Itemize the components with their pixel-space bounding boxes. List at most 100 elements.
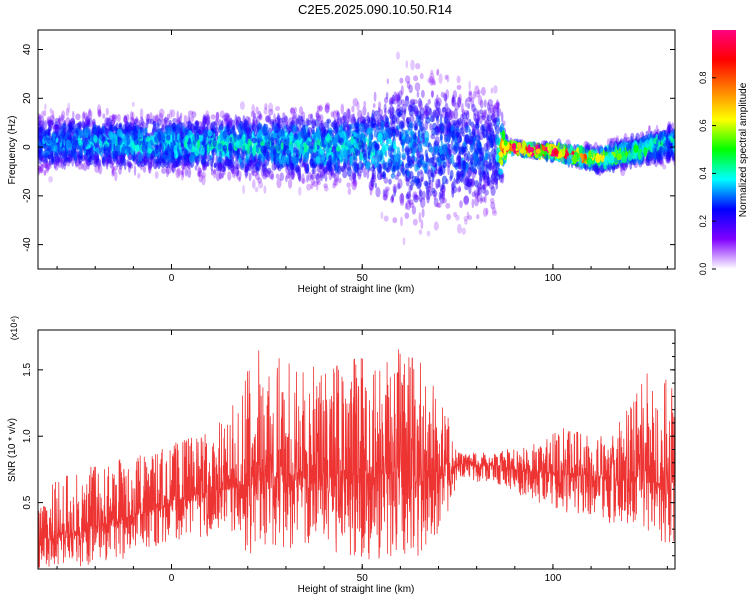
heatmap-cell: [405, 60, 409, 69]
heatmap-cell: [127, 162, 131, 173]
heatmap-cell: [486, 114, 493, 122]
heatmap-cell: [416, 91, 420, 98]
heatmap-cell: [268, 108, 274, 116]
heatmap-cell: [81, 120, 86, 129]
heatmap-cell: [451, 183, 454, 191]
heatmap-cell: [225, 113, 231, 120]
heatmap-cell: [210, 158, 214, 167]
heatmap-cell: [442, 197, 447, 204]
heatmap-cell: [222, 130, 228, 140]
heatmap-cell: [158, 112, 163, 122]
heatmap-cell: [316, 180, 321, 186]
heatmap-cell: [104, 143, 108, 150]
heatmap-cell: [418, 212, 422, 223]
heatmap-cell: [467, 175, 471, 183]
heatmap-cell: [380, 211, 384, 220]
heatmap-cell: [404, 95, 410, 107]
heatmap-cell: [486, 113, 490, 122]
heatmap-cell: [404, 212, 410, 219]
heatmap-cell: [477, 89, 481, 95]
heatmap-cell: [479, 109, 483, 115]
heatmap-cell: [378, 108, 383, 117]
heatmap-cell: [622, 140, 626, 149]
heatmap-cell: [439, 188, 444, 199]
heatmap-cell: [279, 163, 284, 170]
heatmap-cell: [239, 139, 244, 147]
heatmap-cell: [464, 124, 470, 133]
heatmap-cell: [361, 162, 365, 168]
heatmap-cell: [595, 156, 601, 163]
heatmap-cell: [94, 151, 99, 162]
heatmap-cell: [576, 153, 580, 159]
heatmap-cell: [366, 161, 370, 171]
heatmap-cell: [414, 163, 419, 172]
heatmap-cell: [206, 160, 210, 167]
heatmap-cell: [484, 109, 488, 116]
heatmap-cell: [486, 102, 490, 111]
heatmap-cell: [482, 183, 487, 191]
heatmap-cell: [447, 132, 451, 144]
heatmap-cell: [481, 124, 486, 133]
heatmap-cell: [425, 116, 431, 124]
heatmap-cell: [396, 164, 400, 173]
heatmap-cell: [469, 144, 474, 153]
heatmap-cell: [434, 136, 440, 146]
heatmap-cell: [318, 147, 321, 157]
heatmap-cell: [485, 140, 491, 151]
heatmap-cell: [357, 161, 363, 170]
heatmap-cell: [478, 143, 482, 149]
heatmap-cell: [291, 116, 295, 127]
heatmap-cell: [305, 167, 309, 175]
heatmap-cell: [55, 157, 60, 166]
heatmap-cell: [468, 128, 472, 139]
heatmap-cell: [239, 101, 245, 110]
heatmap-cell: [477, 168, 482, 176]
heatmap-cell: [347, 187, 352, 196]
heatmap-cell: [474, 85, 480, 94]
heatmap-cell: [374, 143, 379, 151]
heatmap-cell: [346, 125, 351, 137]
heatmap-cell: [282, 112, 286, 120]
heatmap-cell: [396, 51, 400, 60]
heatmap-cell: [626, 136, 631, 143]
heatmap-cell: [288, 178, 293, 189]
heatmap-cell: [102, 113, 106, 119]
heatmap-cell: [157, 158, 161, 170]
heatmap-cell: [132, 122, 137, 131]
heatmap-cell: [130, 111, 133, 120]
heatmap-cell: [427, 169, 432, 180]
heatmap-cell: [486, 138, 490, 148]
heatmap-cell: [73, 127, 79, 134]
heatmap-cell: [59, 158, 63, 164]
heatmap-cell: [147, 118, 152, 124]
heatmap-cell: [343, 148, 348, 159]
heatmap-cell: [264, 103, 268, 110]
heatmap-cell: [430, 90, 434, 98]
heatmap-cell: [183, 149, 189, 156]
heatmap-cell: [43, 120, 48, 130]
heatmap-cell: [450, 110, 455, 120]
heatmap-cell: [483, 99, 487, 108]
heatmap-cell: [341, 115, 345, 124]
heatmap-cell: [351, 177, 355, 185]
heatmap-cell: [111, 113, 115, 121]
heatmap-cell: [648, 153, 652, 161]
heatmap-cell: [409, 184, 414, 191]
heatmap-cell: [124, 162, 127, 171]
heatmap-cell: [392, 183, 398, 194]
heatmap-cell: [38, 167, 42, 173]
heatmap-cell: [496, 99, 499, 109]
heatmap-cell: [377, 114, 383, 121]
heatmap-cell: [346, 182, 351, 188]
heatmap-cell: [383, 103, 387, 114]
heatmap-cell: [356, 170, 359, 177]
heatmap-cell: [51, 154, 54, 165]
heatmap-cell: [125, 113, 130, 122]
heatmap-cell: [176, 110, 179, 122]
heatmap-cell: [448, 109, 453, 121]
heatmap-cell: [119, 154, 123, 163]
heatmap-cell: [39, 120, 45, 128]
heatmap-cell: [402, 237, 406, 246]
heatmap-cell: [258, 114, 262, 120]
